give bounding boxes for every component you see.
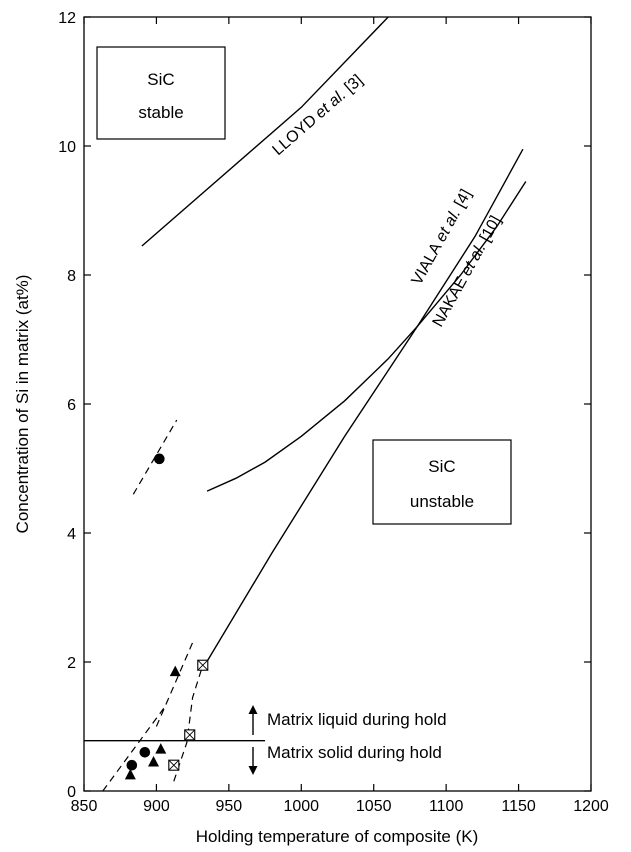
x-tick-label: 950 — [216, 798, 243, 815]
crossed-square-diagonal — [168, 759, 180, 771]
crossed-square-diagonal — [197, 659, 209, 671]
curve-nakae — [206, 181, 527, 492]
x-tick-label: 1050 — [356, 798, 392, 815]
stable-box-line1: SiC — [147, 70, 174, 89]
y-tick-label: 12 — [58, 10, 76, 27]
dashed-fit-line — [173, 665, 204, 782]
y-tick-label: 8 — [67, 268, 76, 285]
curve-lloyd — [141, 16, 389, 247]
unstable-box-line1: SiC — [428, 457, 455, 476]
circle-marker — [154, 453, 165, 465]
dashed-fit-line — [102, 708, 165, 792]
unstable-region-box — [372, 439, 512, 525]
triangle-marker — [124, 768, 136, 780]
y-tick-label: 6 — [67, 397, 76, 414]
stable-region-box — [96, 46, 226, 140]
x-tick-label: 1000 — [283, 798, 319, 815]
solid-arrow-icon — [248, 747, 258, 775]
crossed-square-marker — [168, 759, 180, 771]
curve-label-lloyd: LLOYDet al. [3] — [269, 72, 366, 159]
y-axis-title: Concentration of Si in matrix (at%) — [13, 275, 32, 534]
stable-box-line2: stable — [138, 103, 183, 122]
x-axis-title: Holding temperature of composite (K) — [196, 827, 479, 846]
crossed-square-marker — [184, 729, 196, 741]
circle-marker — [126, 759, 138, 771]
axis-tick-labels: 850 900 950 1000 1050 1100 1150 1200 0 2 4 6 8 10 12 — [58, 10, 609, 815]
liquid-label: Matrix liquid during hold — [267, 710, 447, 729]
x-tick-label: 1100 — [429, 798, 464, 815]
curves — [141, 16, 527, 669]
x-tick-label: 900 — [143, 798, 170, 815]
axis-ticks — [83, 16, 592, 792]
y-tick-label: 0 — [67, 784, 76, 801]
circle-marker — [139, 747, 151, 758]
x-tick-label: 1150 — [501, 798, 536, 815]
crossed-square-marker — [197, 659, 209, 671]
x-tick-label: 850 — [71, 798, 98, 815]
unstable-box-line2: unstable — [410, 492, 474, 511]
y-tick-label: 2 — [67, 655, 76, 672]
y-tick-label: 10 — [58, 139, 76, 156]
y-tick-label: 4 — [67, 526, 76, 543]
scatter-markers — [124, 453, 209, 780]
x-tick-label: 1200 — [573, 798, 609, 815]
triangle-marker — [155, 743, 167, 754]
crossed-square-diagonal — [184, 729, 196, 741]
solid-label: Matrix solid during hold — [267, 743, 442, 762]
triangle-marker — [169, 665, 181, 677]
dashed-fit-line — [155, 642, 194, 727]
liquid-arrow-icon — [248, 705, 258, 735]
curve-viala — [202, 148, 524, 669]
triangle-marker — [148, 755, 160, 767]
